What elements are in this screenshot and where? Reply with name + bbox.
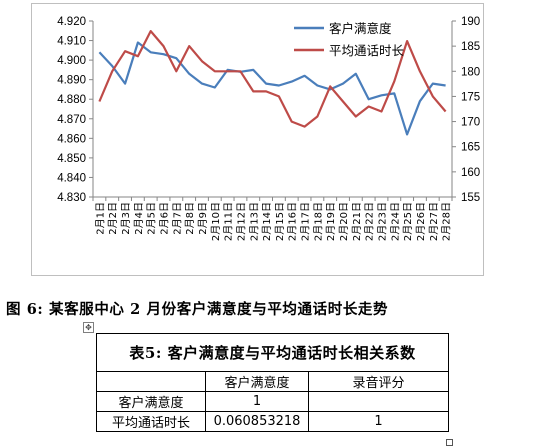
x-tick-label: 2月25日 [402,202,414,241]
table-header-empty [96,371,206,392]
right-tick-label: 180 [461,66,480,78]
x-tick-label: 2月14日 [261,202,273,241]
row-label: 客户满意度 [96,391,206,412]
x-tick-label: 2月24日 [389,202,401,241]
x-tick-label: 2月7日 [171,202,183,235]
x-tick-label: 2月3日 [120,202,132,235]
table-title: 表5: 客户满意度与平均通话时长相关系数 [96,333,449,372]
x-tick-label: 2月9日 [197,202,209,235]
x-tick-label: 2月27日 [428,202,440,241]
table-cell: 1 [308,411,449,432]
left-tick-label: 4.910 [57,36,86,48]
x-tick-label: 2月12日 [235,202,247,241]
right-tick-label: 190 [461,16,480,28]
x-tick-label: 2月20日 [338,202,350,241]
table-end-marker [446,439,453,446]
x-tick-label: 2月18日 [312,202,324,241]
x-tick-label: 2月23日 [376,202,388,241]
legend-label: 平均通话时长 [329,43,405,58]
right-tick-label: 170 [461,117,480,129]
table-cell: 1 [205,391,309,412]
x-tick-label: 2月16日 [287,202,299,241]
x-tick-label: 2月10日 [210,202,222,241]
x-tick-label: 2月17日 [300,202,312,241]
line-chart: 4.830 4.840 4.850 4.860 4.870 4.880 4.890 4.900… [57,16,480,241]
x-tick-label: 2月15日 [274,202,286,241]
x-tick-label: 2月28日 [441,202,453,241]
left-tick-label: 4.880 [57,94,86,106]
left-tick-label: 4.860 [57,133,86,145]
left-tick-label: 4.920 [57,16,86,28]
move-handle-icon[interactable]: ✥ [83,322,94,333]
legend-label: 客户满意度 [329,21,392,36]
x-tick-label: 2月4日 [133,202,145,235]
x-tick-label: 2月26日 [415,202,427,241]
left-tick-label: 4.840 [57,172,86,184]
table-header-satisfaction: 客户满意度 [205,371,309,392]
left-tick-label: 4.890 [57,75,86,87]
table-header-recording-score: 录音评分 [308,371,449,392]
x-tick-label: 2月1日 [94,202,106,235]
x-tick-label: 2月13日 [248,202,260,241]
right-tick-label: 165 [461,142,480,154]
x-tick-label: 2月22日 [364,202,376,241]
row-label: 平均通话时长 [96,411,206,432]
right-tick-label: 160 [461,167,480,179]
chart-frame: 4.830 4.840 4.850 4.860 4.870 4.880 4.890 4.900… [31,3,484,276]
x-tick-label: 2月5日 [146,202,158,235]
series-line-call-duration [98,30,447,128]
left-tick-label: 4.870 [57,114,86,126]
correlation-table: 表5: 客户满意度与平均通话时长相关系数 客户满意度 录音评分 客户满意度 1 … [96,333,449,432]
figure-caption: 图 6: 某客服中心 2 月份客户满意度与平均通话时长走势 [6,301,389,318]
left-tick-label: 4.830 [57,192,86,204]
x-tick-label: 2月19日 [325,202,337,241]
x-tick-label: 2月8日 [184,202,196,235]
left-tick-label: 4.900 [57,55,86,67]
x-tick-label: 2月21日 [351,202,363,241]
left-tick-label: 4.850 [57,153,86,165]
x-tick-label: 2月2日 [107,202,119,235]
x-tick-label: 2月11日 [223,202,235,241]
x-tick-label: 2月6日 [159,202,171,235]
right-tick-label: 155 [461,192,480,204]
right-tick-label: 185 [461,41,480,53]
right-tick-label: 175 [461,91,480,103]
table-cell: 0.060853218 [205,411,309,432]
table-cell [308,391,449,412]
table-row: 平均通话时长 0.060853218 1 [96,411,449,432]
table-row: 客户满意度 1 [96,391,449,412]
